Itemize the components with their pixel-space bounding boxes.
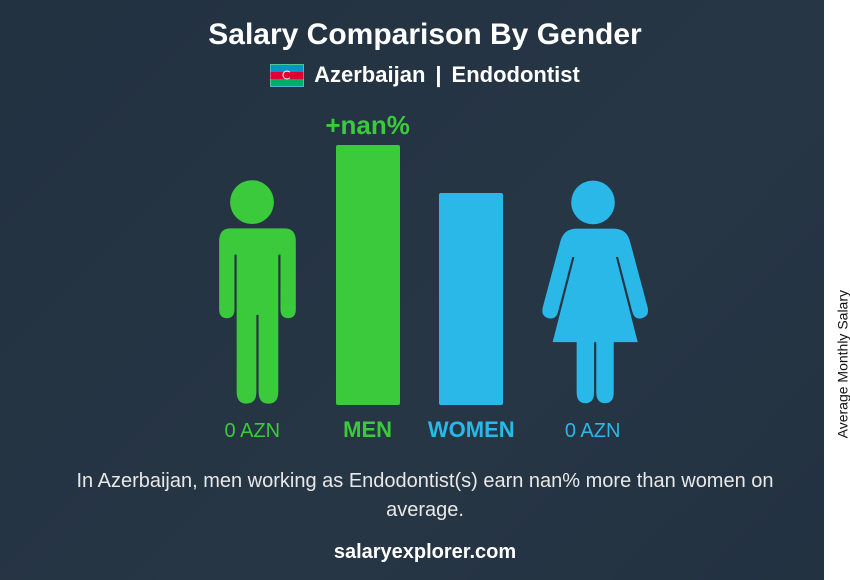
subtitle: Azerbaijan | Endodontist (0, 62, 850, 88)
flag-icon (270, 64, 304, 87)
profession-name: Endodontist (452, 62, 580, 88)
chart: 0 AZN +nan% MEN WOMEN (0, 110, 850, 443)
person-female-icon (533, 178, 653, 408)
men-bar-col: +nan% MEN (325, 110, 410, 443)
page-title: Salary Comparison By Gender (0, 18, 850, 52)
person-male-icon (197, 178, 307, 408)
women-bar (439, 193, 503, 405)
percent-diff-label: +nan% (325, 110, 410, 141)
women-icon-col: 0 AZN (533, 178, 653, 443)
men-bar (336, 145, 400, 405)
content: Salary Comparison By Gender Azerbaijan |… (0, 0, 850, 580)
footer-source: salaryexplorer.com (0, 541, 850, 564)
men-label: MEN (343, 417, 392, 443)
women-label: WOMEN (428, 417, 515, 443)
men-value: 0 AZN (225, 420, 281, 443)
summary-text: In Azerbaijan, men working as Endodontis… (0, 467, 850, 525)
chart-row: 0 AZN +nan% MEN WOMEN (197, 110, 652, 443)
men-icon-col: 0 AZN (197, 178, 307, 443)
country-name: Azerbaijan (314, 62, 425, 88)
separator: | (435, 62, 441, 88)
women-bar-col: WOMEN (428, 193, 515, 443)
women-value: 0 AZN (565, 420, 621, 443)
